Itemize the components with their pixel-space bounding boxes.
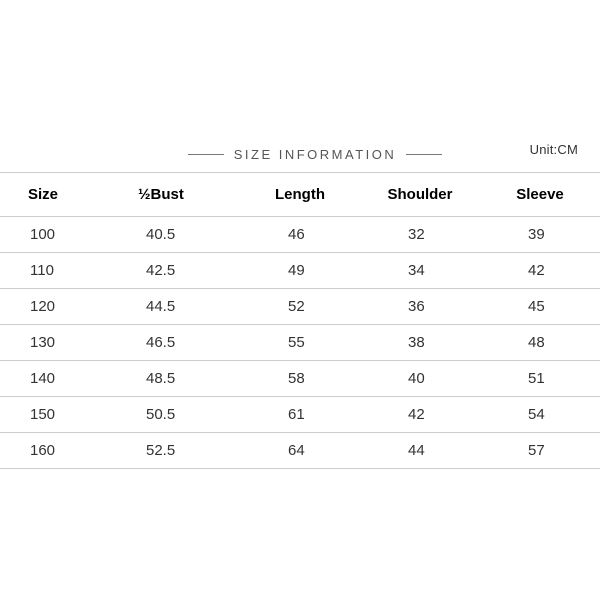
- cell-bust: 46.5: [120, 325, 240, 361]
- cell-size: 130: [0, 325, 120, 361]
- cell-bust: 52.5: [120, 433, 240, 469]
- cell-bust: 44.5: [120, 289, 240, 325]
- table-row: 120 44.5 52 36 45: [0, 289, 600, 325]
- cell-sleeve: 39: [480, 217, 600, 253]
- cell-bust: 42.5: [120, 253, 240, 289]
- title-wrap: SIZE INFORMATION: [188, 147, 443, 162]
- cell-length: 55: [240, 325, 360, 361]
- cell-sleeve: 51: [480, 361, 600, 397]
- header-row: SIZE INFORMATION: [0, 142, 600, 166]
- size-chart-canvas: SIZE INFORMATION Unit:CM Size ½Bust Leng…: [0, 0, 600, 600]
- cell-shoulder: 32: [360, 217, 480, 253]
- col-header-sleeve: Sleeve: [480, 173, 600, 217]
- table-row: 110 42.5 49 34 42: [0, 253, 600, 289]
- cell-shoulder: 42: [360, 397, 480, 433]
- cell-bust: 40.5: [120, 217, 240, 253]
- table-row: 150 50.5 61 42 54: [0, 397, 600, 433]
- rule-left: [188, 154, 224, 155]
- col-header-shoulder: Shoulder: [360, 173, 480, 217]
- cell-shoulder: 34: [360, 253, 480, 289]
- cell-shoulder: 40: [360, 361, 480, 397]
- cell-length: 61: [240, 397, 360, 433]
- col-header-length: Length: [240, 173, 360, 217]
- cell-size: 160: [0, 433, 120, 469]
- cell-sleeve: 57: [480, 433, 600, 469]
- cell-size: 110: [0, 253, 120, 289]
- size-table: Size ½Bust Length Shoulder Sleeve 100 40…: [0, 172, 600, 469]
- cell-shoulder: 38: [360, 325, 480, 361]
- cell-bust: 50.5: [120, 397, 240, 433]
- size-info-title: SIZE INFORMATION: [234, 147, 397, 162]
- table-row: 140 48.5 58 40 51: [0, 361, 600, 397]
- cell-shoulder: 44: [360, 433, 480, 469]
- cell-length: 49: [240, 253, 360, 289]
- col-header-size: Size: [0, 173, 120, 217]
- cell-sleeve: 54: [480, 397, 600, 433]
- cell-size: 140: [0, 361, 120, 397]
- cell-size: 120: [0, 289, 120, 325]
- cell-shoulder: 36: [360, 289, 480, 325]
- cell-sleeve: 48: [480, 325, 600, 361]
- table-header-row: Size ½Bust Length Shoulder Sleeve: [0, 173, 600, 217]
- table-row: 130 46.5 55 38 48: [0, 325, 600, 361]
- cell-bust: 48.5: [120, 361, 240, 397]
- cell-sleeve: 42: [480, 253, 600, 289]
- cell-size: 150: [0, 397, 120, 433]
- table-row: 100 40.5 46 32 39: [0, 217, 600, 253]
- cell-length: 46: [240, 217, 360, 253]
- col-header-bust: ½Bust: [120, 173, 240, 217]
- table-row: 160 52.5 64 44 57: [0, 433, 600, 469]
- cell-length: 58: [240, 361, 360, 397]
- cell-length: 64: [240, 433, 360, 469]
- unit-label: Unit:CM: [530, 142, 578, 157]
- cell-length: 52: [240, 289, 360, 325]
- cell-size: 100: [0, 217, 120, 253]
- cell-sleeve: 45: [480, 289, 600, 325]
- rule-right: [406, 154, 442, 155]
